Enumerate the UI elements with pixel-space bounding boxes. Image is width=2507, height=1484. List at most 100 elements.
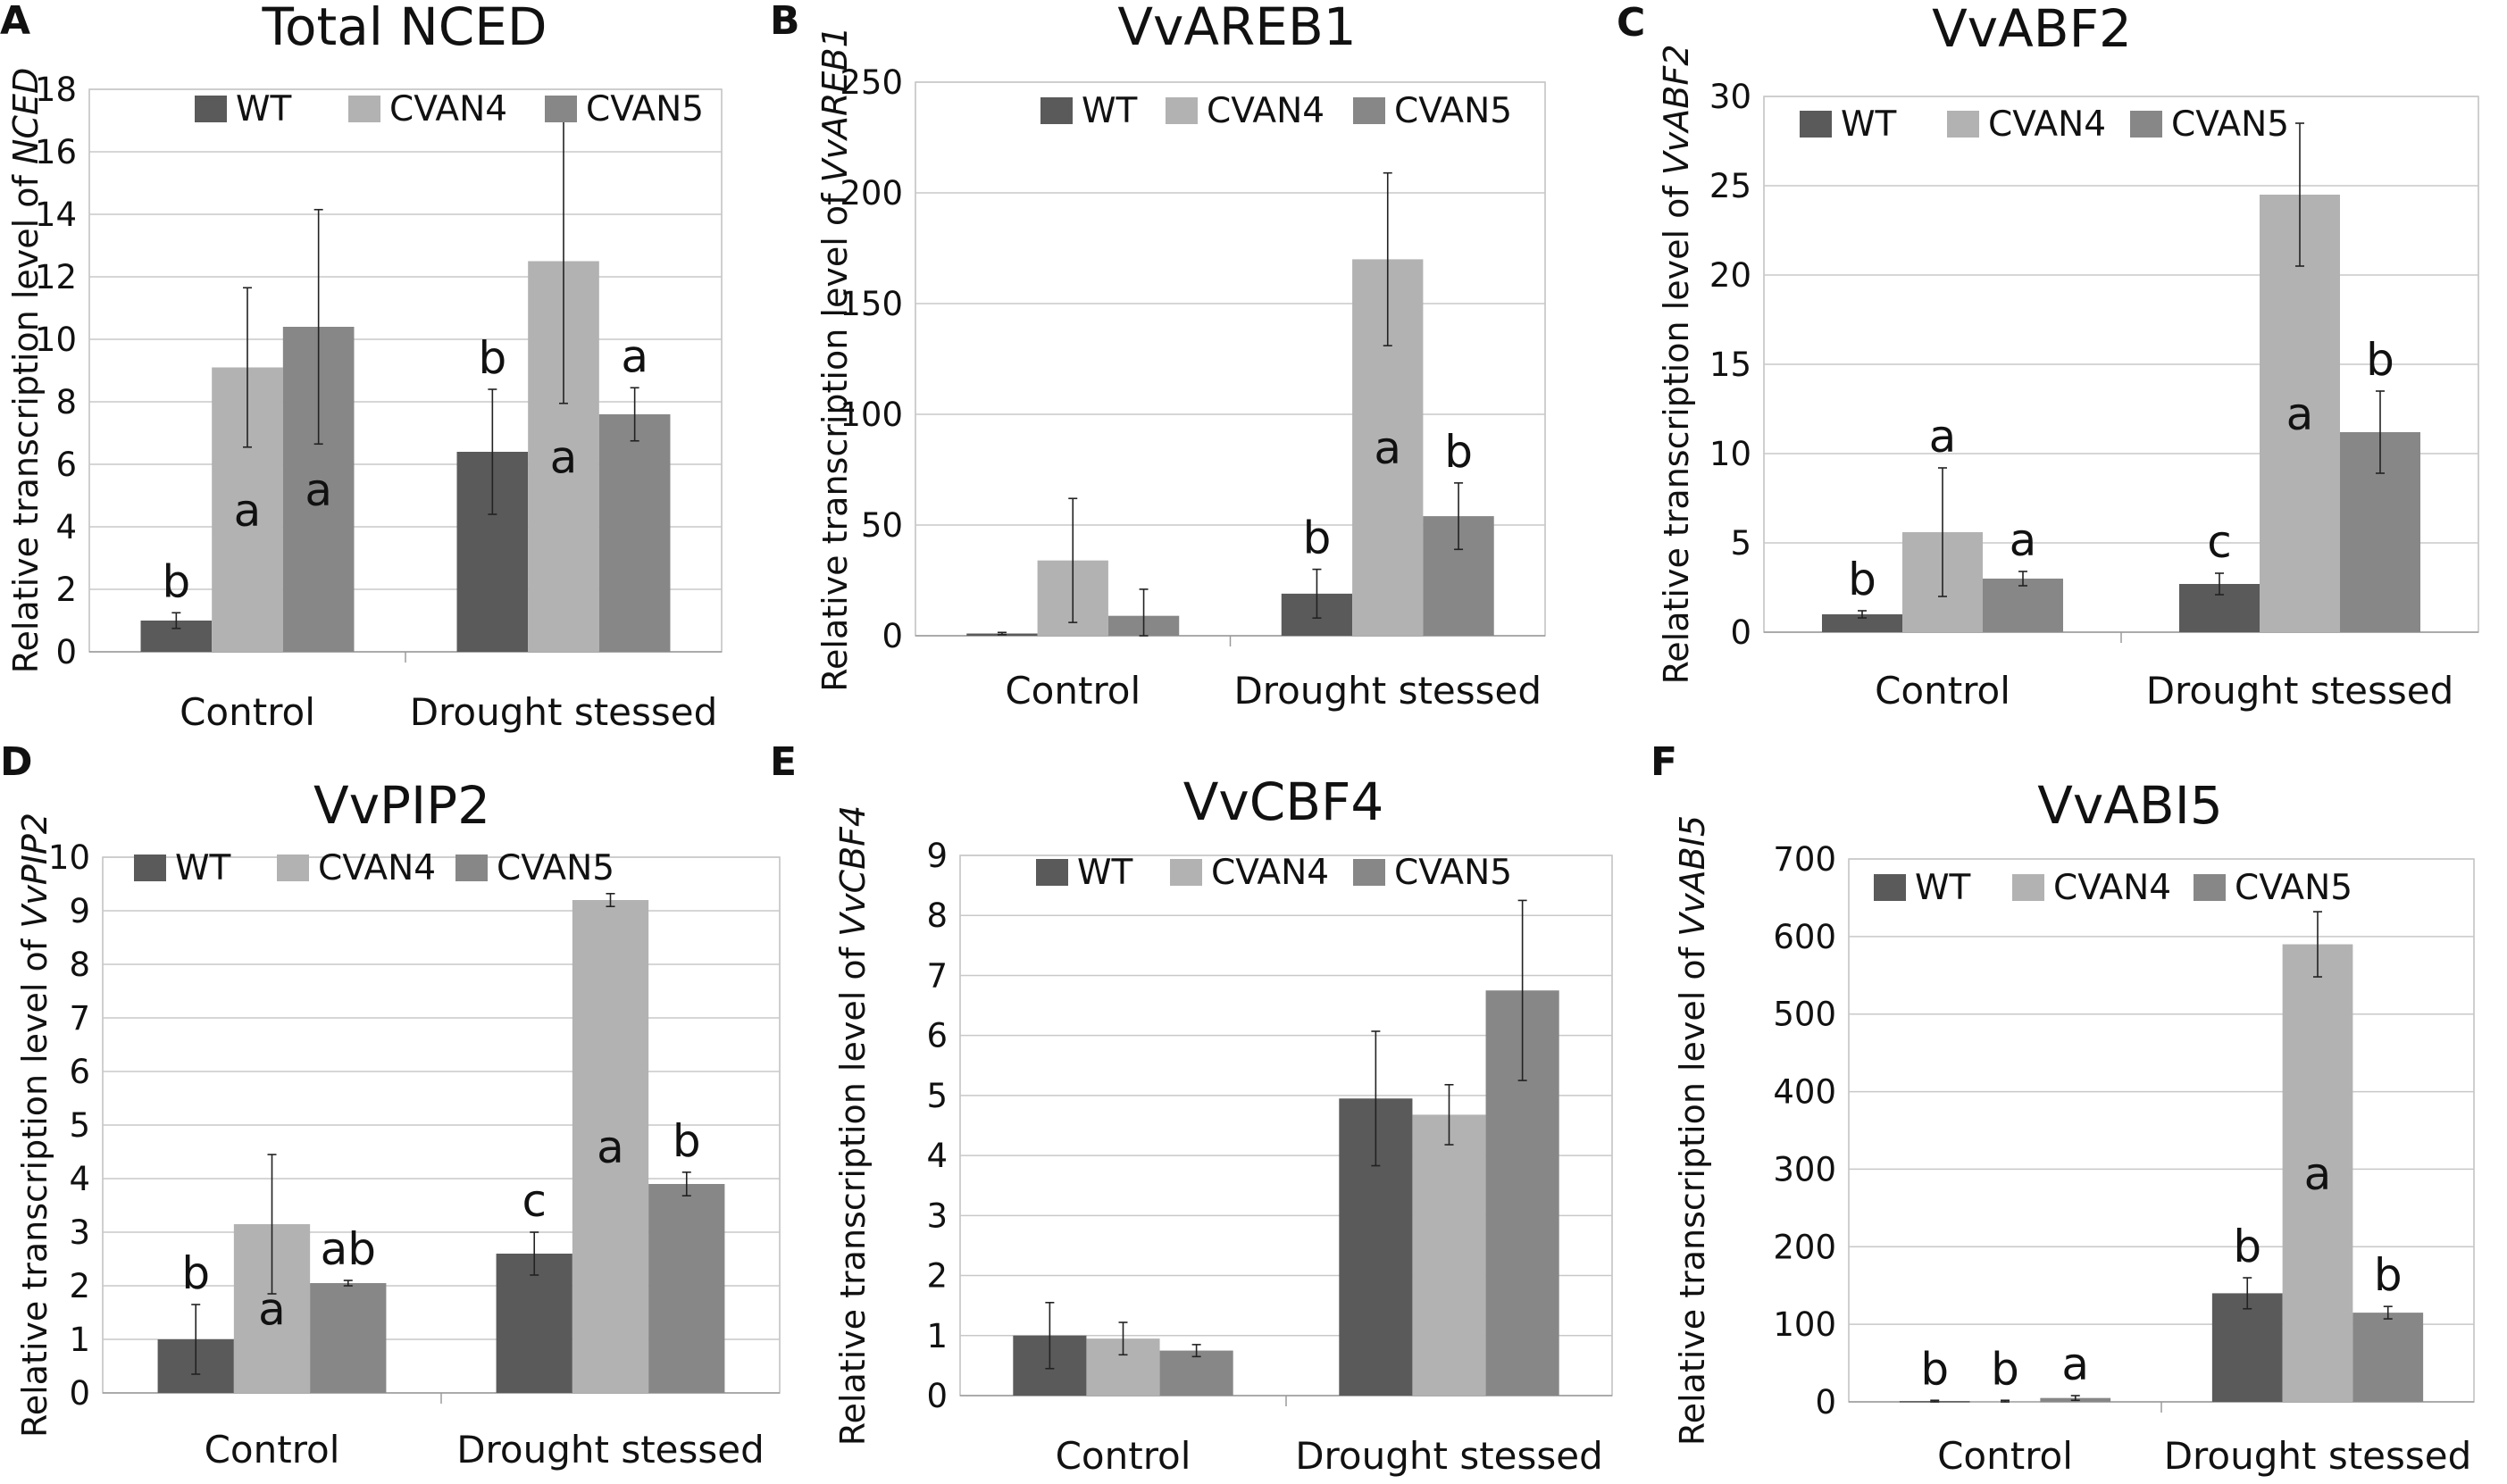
plot-area: [1848, 858, 2475, 1403]
legend-label-cvan5: CVAN5: [2171, 104, 2289, 145]
legend-label-cvan5: CVAN5: [1394, 853, 1512, 893]
legend-swatch-wt: [195, 96, 227, 122]
y-tick-label: 0: [1730, 613, 1751, 652]
bar-cvan5-drought: [598, 414, 671, 652]
y-tick-label: 4: [55, 508, 77, 546]
significance-label: a: [258, 1284, 286, 1336]
y-tick-label: 25: [1709, 167, 1751, 205]
panel-b: 0 50 100 150 200 250 Control Drought stessed ba b…: [770, 0, 1546, 713]
panel-letter: C: [1617, 0, 1645, 46]
x-category-label: Drought stessed: [1295, 1434, 1603, 1478]
y-tick-label: 12: [35, 258, 77, 296]
bar-cvan4-drought: [1412, 1114, 1486, 1396]
bar-cvan4-drought: [2260, 195, 2340, 632]
significance-label: b: [1444, 426, 1473, 478]
significance-label: a: [1374, 422, 1401, 474]
y-tick-label: 200: [1773, 1228, 1836, 1266]
legend-label-cvan4: CVAN4: [2053, 868, 2171, 908]
legend-label-wt: WT: [1841, 104, 1897, 145]
chart-title: VvABF2: [1932, 0, 2132, 59]
legend-swatch-wt: [1874, 874, 1906, 901]
bar-cvan5-control: [1983, 579, 2063, 632]
y-tick-label: 6: [926, 1017, 948, 1055]
y-tick-label: 3: [926, 1196, 948, 1235]
y-tick-label: 9: [926, 837, 948, 875]
significance-label: b: [1848, 554, 1876, 605]
significance-label: b: [1991, 1343, 2019, 1395]
y-tick-label: 6: [69, 1053, 90, 1091]
chart-title: VvABI5: [2037, 775, 2222, 836]
y-tick-label: 2: [926, 1257, 948, 1296]
y-axis-label: Relative transcription level of NCED: [6, 68, 46, 673]
significance-label: b: [673, 1115, 701, 1167]
y-tick-label: 2: [55, 571, 77, 609]
y-tick-label: 200: [840, 174, 903, 213]
bar-cvan5-drought: [648, 1184, 725, 1393]
significance-label: b: [1303, 513, 1332, 564]
bar-cvan5-control: [1159, 1350, 1233, 1396]
y-tick-label: 14: [35, 196, 77, 234]
legend-label-cvan5: CVAN5: [1394, 91, 1512, 131]
y-tick-label: 1: [926, 1317, 948, 1355]
legend-label-wt: WT: [1077, 853, 1133, 893]
significance-label: ab: [321, 1223, 376, 1275]
panel-letter: A: [0, 0, 30, 44]
legend-swatch-cvan4: [348, 96, 380, 122]
y-tick-label: 0: [55, 633, 77, 671]
significance-label: b: [2374, 1249, 2403, 1301]
significance-label: b: [2366, 334, 2394, 386]
bar-cvan5-drought: [2352, 1313, 2424, 1402]
significance-label: c: [2207, 516, 2232, 568]
significance-label: a: [305, 464, 332, 516]
legend-label-cvan4: CVAN4: [1211, 853, 1329, 893]
y-tick-label: 5: [1730, 524, 1751, 563]
y-tick-label: 0: [69, 1374, 90, 1413]
bar-wt-drought: [496, 1254, 572, 1393]
panel-letter: D: [0, 739, 33, 785]
significance-label: a: [1929, 411, 1957, 463]
y-tick-label: 0: [882, 617, 903, 655]
y-tick-label: 10: [1709, 435, 1751, 473]
x-category-label: Control: [180, 690, 315, 734]
significance-label: b: [2233, 1221, 2261, 1272]
legend-label-cvan5: CVAN5: [586, 89, 704, 129]
x-category-label: Control: [1005, 669, 1141, 713]
legend-swatch-cvan4: [2012, 874, 2044, 901]
legend-swatch-wt: [1036, 859, 1068, 886]
y-tick-label: 4: [69, 1160, 90, 1198]
y-tick-label: 10: [48, 838, 90, 877]
panel-letter: B: [770, 0, 800, 44]
significance-label: b: [162, 555, 190, 607]
y-tick-label: 2: [69, 1267, 90, 1305]
y-tick-label: 10: [35, 321, 77, 359]
chart-title: VvAREB1: [1117, 0, 1356, 57]
y-tick-label: 250: [840, 63, 903, 102]
chart-title: Total NCED: [261, 0, 547, 57]
y-axis-label: Relative transcription level of VvPIP2: [15, 813, 54, 1438]
y-tick-label: 50: [861, 506, 903, 545]
legend-swatch-cvan4: [1947, 111, 1979, 138]
y-tick-label: 20: [1709, 256, 1751, 295]
legend-swatch-wt: [1800, 111, 1832, 138]
significance-label: b: [1920, 1343, 1949, 1395]
legend-swatch-cvan4: [1166, 97, 1198, 124]
bar-cvan4-drought: [2282, 944, 2353, 1402]
y-tick-label: 4: [926, 1137, 948, 1175]
legend-label-wt: WT: [1082, 91, 1138, 131]
x-category-label: Drought stessed: [1233, 669, 1542, 713]
y-tick-label: 0: [926, 1377, 948, 1415]
significance-label: b: [478, 332, 506, 384]
y-tick-label: 18: [35, 71, 77, 109]
legend-swatch-cvan5: [1353, 97, 1385, 124]
significance-label: a: [234, 485, 262, 537]
y-tick-label: 500: [1773, 996, 1836, 1034]
bar-wt-control: [1822, 614, 1902, 632]
significance-label: a: [621, 330, 648, 382]
legend-label-wt: WT: [236, 89, 292, 129]
legend-label-cvan4: CVAN4: [318, 848, 436, 888]
